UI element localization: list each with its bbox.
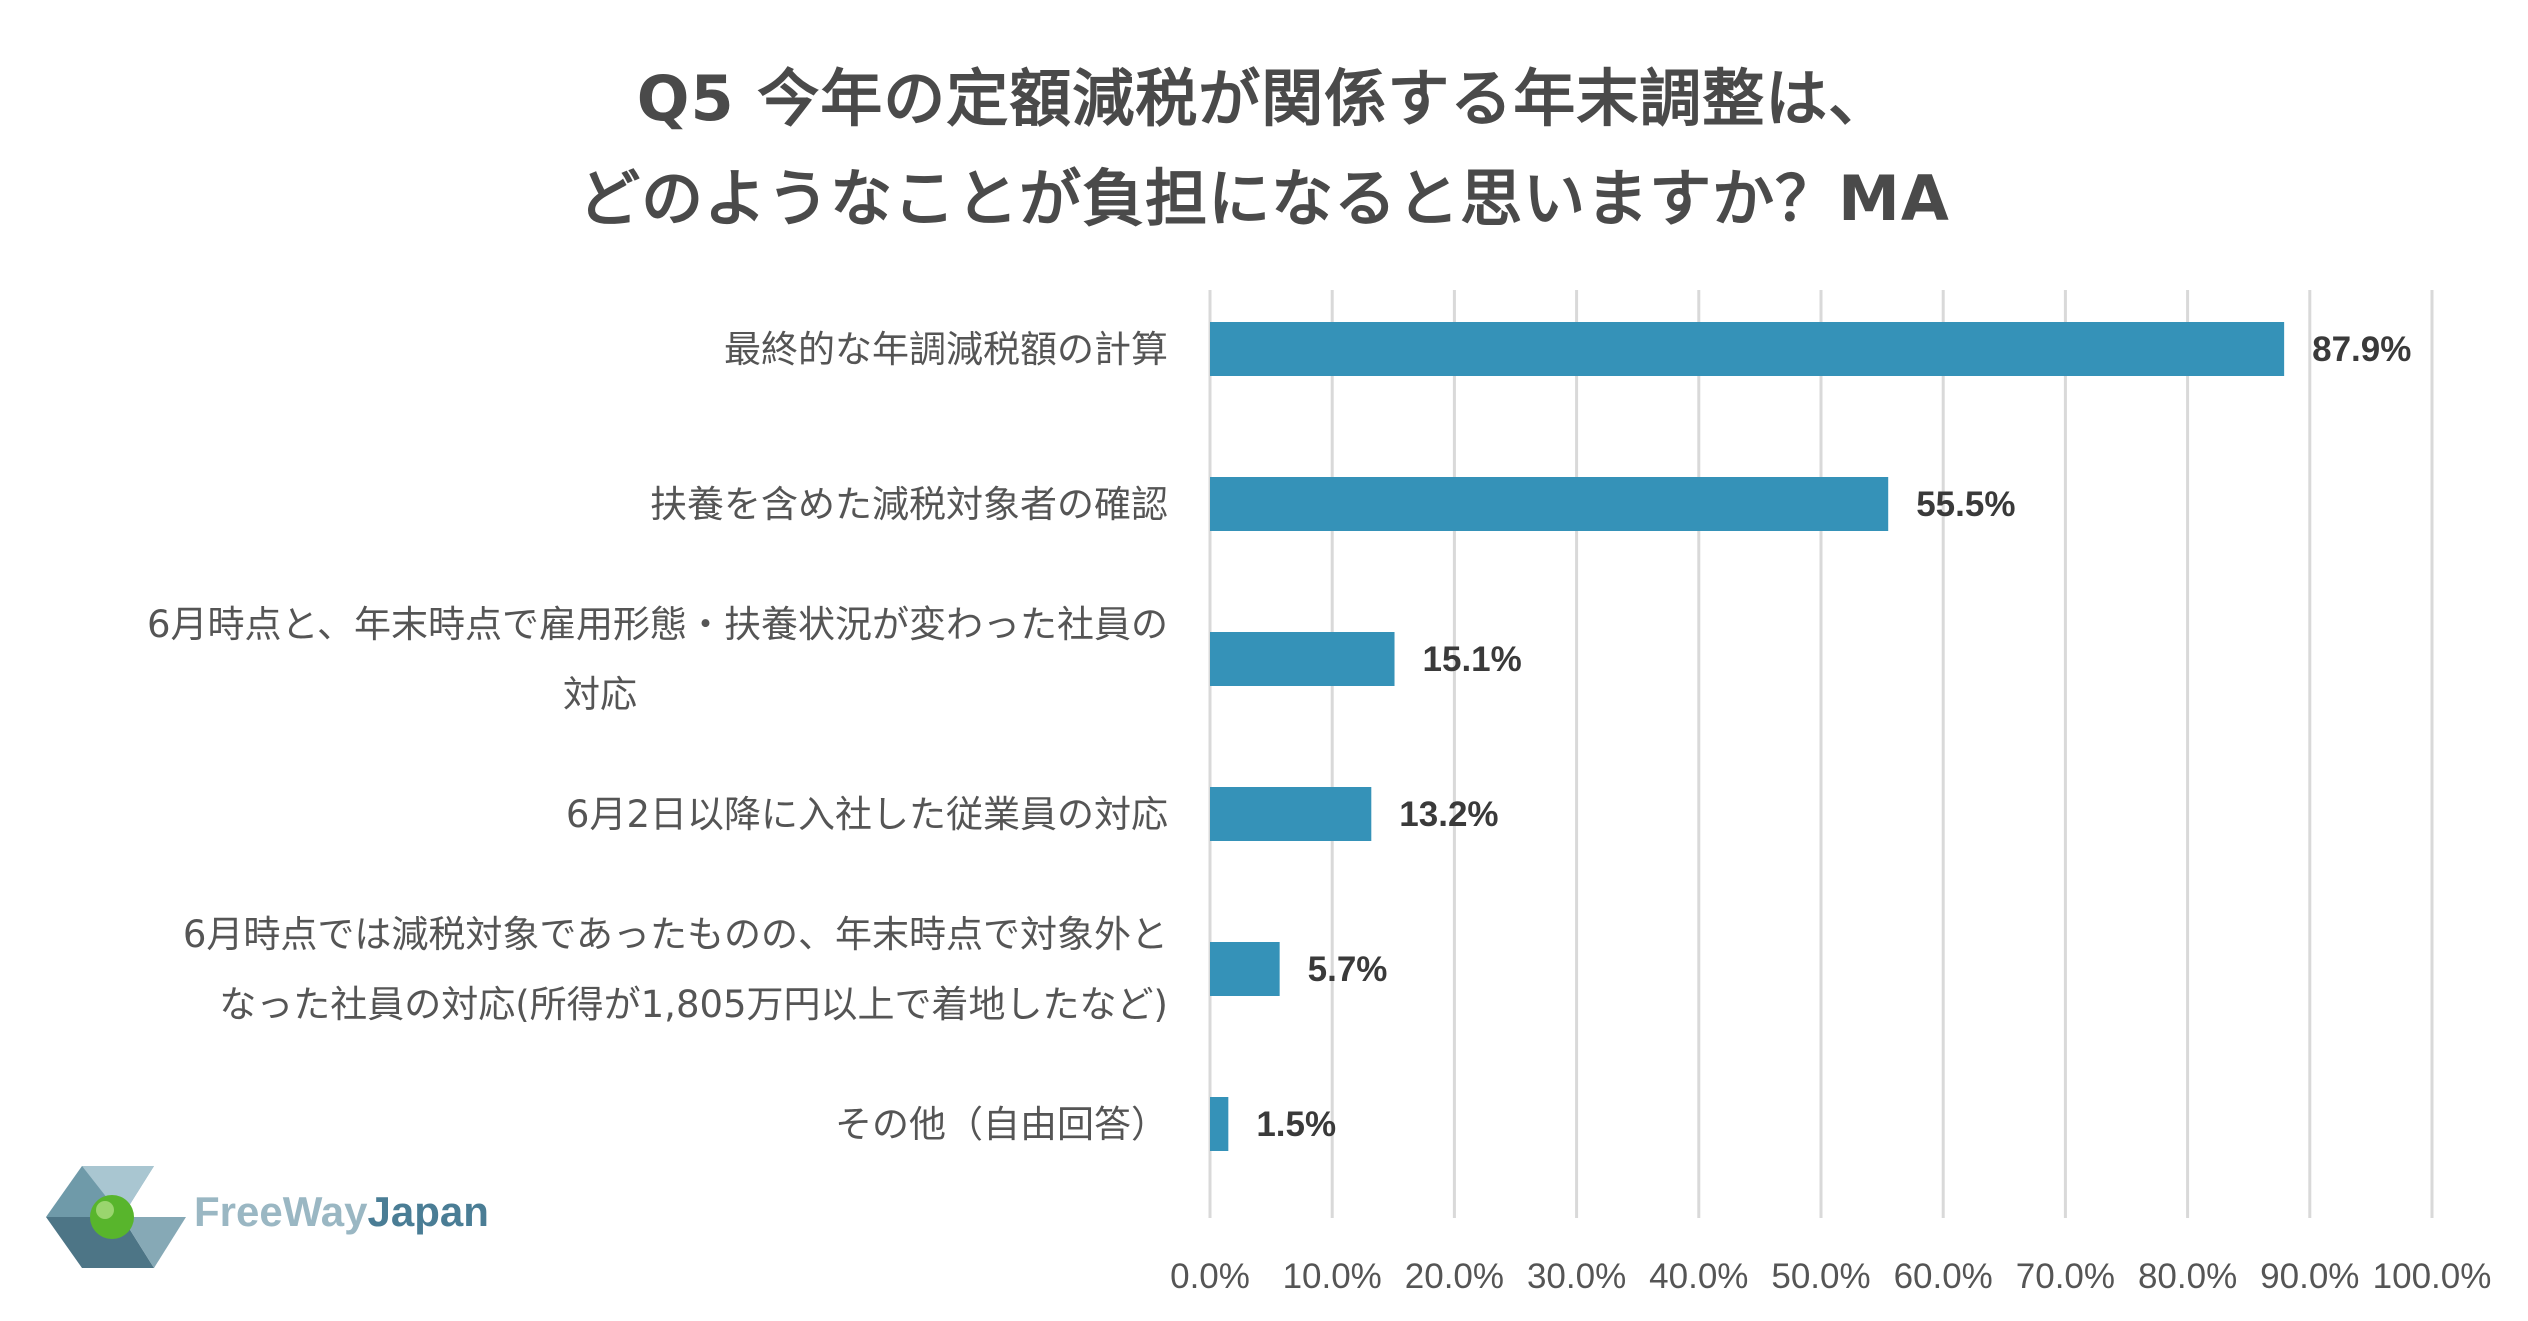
- chart-title-line-1: Q5 今年の定額減税が関係する年末調整は、: [636, 62, 1892, 135]
- category-label: 6月2日以降に入社した従業員の対応: [566, 793, 1168, 836]
- logo-text-freeway: FreeWay: [194, 1188, 368, 1235]
- x-tick-label: 30.0%: [1527, 1257, 1626, 1296]
- category-label: 6月時点では減税対象であったものの、年末時点で対象外と: [183, 913, 1168, 956]
- x-tick-label: 70.0%: [2016, 1257, 2115, 1296]
- data-label: 87.9%: [2312, 330, 2411, 369]
- x-tick-label: 80.0%: [2138, 1257, 2237, 1296]
- category-label: 扶養を含めた減税対象者の確認: [650, 483, 1168, 526]
- logo-text-japan: Japan: [367, 1188, 489, 1235]
- category-label: その他（自由回答）: [835, 1103, 1168, 1146]
- x-tick-label: 100.0%: [2373, 1257, 2492, 1296]
- category-label: 最終的な年調減税額の計算: [724, 328, 1168, 371]
- chart-title-line-2: どのようなことが負担になると思いますか？MA: [578, 162, 1950, 235]
- bar: [1210, 787, 1372, 841]
- data-label: 1.5%: [1256, 1105, 1336, 1144]
- x-tick-label: 60.0%: [1894, 1257, 1993, 1296]
- x-tick-label: 50.0%: [1771, 1257, 1870, 1296]
- data-label: 55.5%: [1916, 485, 2015, 524]
- x-tick-label: 20.0%: [1405, 1257, 1504, 1296]
- bar: [1210, 1097, 1229, 1151]
- logo-text: FreeWayJapan: [194, 1188, 489, 1236]
- x-tick-label: 0.0%: [1170, 1257, 1250, 1296]
- category-label: 対応: [563, 673, 637, 716]
- category-label: なった社員の対応(所得が1,805万円以上で着地したなど): [219, 983, 1168, 1026]
- category-label: 6月時点と、年末時点で雇用形態・扶養状況が変わった社員の: [147, 603, 1168, 646]
- freeway-japan-logo: FreeWayJapan: [46, 1160, 496, 1275]
- x-tick-label: 40.0%: [1649, 1257, 1748, 1296]
- x-tick-label: 10.0%: [1283, 1257, 1382, 1296]
- bar: [1210, 632, 1395, 686]
- bar: [1210, 322, 2285, 376]
- x-tick-label: 90.0%: [2260, 1257, 2359, 1296]
- data-label: 15.1%: [1423, 640, 1522, 679]
- freeway-japan-logo-icon: [46, 1166, 186, 1268]
- data-label: 13.2%: [1399, 795, 1498, 834]
- bar: [1210, 942, 1280, 996]
- bar: [1210, 477, 1889, 531]
- data-label: 5.7%: [1308, 950, 1388, 989]
